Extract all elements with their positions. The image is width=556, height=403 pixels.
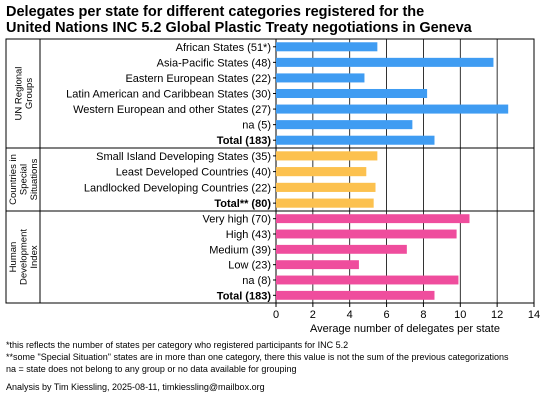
bar <box>276 104 509 114</box>
group-label-line: Development <box>19 229 30 285</box>
category-label: na (8) <box>242 275 271 287</box>
x-tick-label: 0 <box>273 309 279 321</box>
x-tick-label: 12 <box>491 309 503 321</box>
group-label-line: Human <box>8 242 19 273</box>
group-label-line: Situations <box>29 158 40 200</box>
group-label-line: Index <box>29 245 40 268</box>
category-label: Small Island Developing States (35) <box>96 151 271 163</box>
x-axis-label: Average number of delegates per state <box>310 323 500 335</box>
bar <box>276 57 494 67</box>
x-tick-label: 2 <box>310 309 316 321</box>
bar <box>276 260 359 270</box>
footnote: na = state does not belong to any group … <box>6 364 296 374</box>
group-label-line: Special <box>19 164 30 195</box>
category-label: na (5) <box>242 120 271 132</box>
bar <box>276 120 413 130</box>
bar <box>276 275 459 285</box>
x-tick-label: 6 <box>384 309 390 321</box>
group-label-line: UN Regional <box>13 67 24 121</box>
chart-frame <box>5 38 535 304</box>
bar <box>276 214 470 224</box>
bar <box>276 42 378 52</box>
category-label: Latin American and Caribbean States (30) <box>66 89 271 101</box>
footnote: **some "Special Situation" states are in… <box>6 352 509 362</box>
bar <box>276 88 428 99</box>
x-tick-label: 8 <box>420 309 426 321</box>
category-label: Total** (80) <box>214 198 271 210</box>
category-label: Asia-Pacific States (48) <box>157 57 271 69</box>
category-label: Eastern European States (22) <box>125 73 271 85</box>
bar <box>276 73 365 83</box>
category-label: Low (23) <box>228 260 271 272</box>
bar <box>276 182 376 192</box>
category-label: Least Developed Countries (40) <box>116 167 271 179</box>
x-tick-label: 4 <box>347 309 353 321</box>
category-label: Total (183) <box>217 135 272 147</box>
bar <box>276 229 457 239</box>
x-tick-label: 14 <box>528 309 540 321</box>
bar <box>276 290 435 300</box>
bar <box>276 151 378 161</box>
group-label-line: Countries in <box>8 154 19 205</box>
category-label: Landlocked Developing Countries (22) <box>84 182 271 194</box>
credit-line: Analysis by Tim Kiessling, 2025-08-11, t… <box>6 382 265 392</box>
category-label: Very high (70) <box>203 214 271 226</box>
category-label: Western European and other States (27) <box>73 104 271 116</box>
bar <box>276 135 435 145</box>
category-label: Total (183) <box>217 290 272 302</box>
footnote: *this reflects the number of states per … <box>6 340 348 350</box>
bar <box>276 198 374 208</box>
chart-title-line: United Nations INC 5.2 Global Plastic Tr… <box>6 20 473 36</box>
bar <box>276 167 367 177</box>
category-label: Medium (39) <box>209 244 271 256</box>
group-label-line: Groups <box>24 78 35 109</box>
chart-title-line: Delegates per state for different catego… <box>6 4 424 20</box>
x-tick-label: 10 <box>454 309 466 321</box>
bar <box>276 244 407 254</box>
category-label: High (43) <box>226 229 271 241</box>
category-label: African States (51*) <box>176 42 271 54</box>
